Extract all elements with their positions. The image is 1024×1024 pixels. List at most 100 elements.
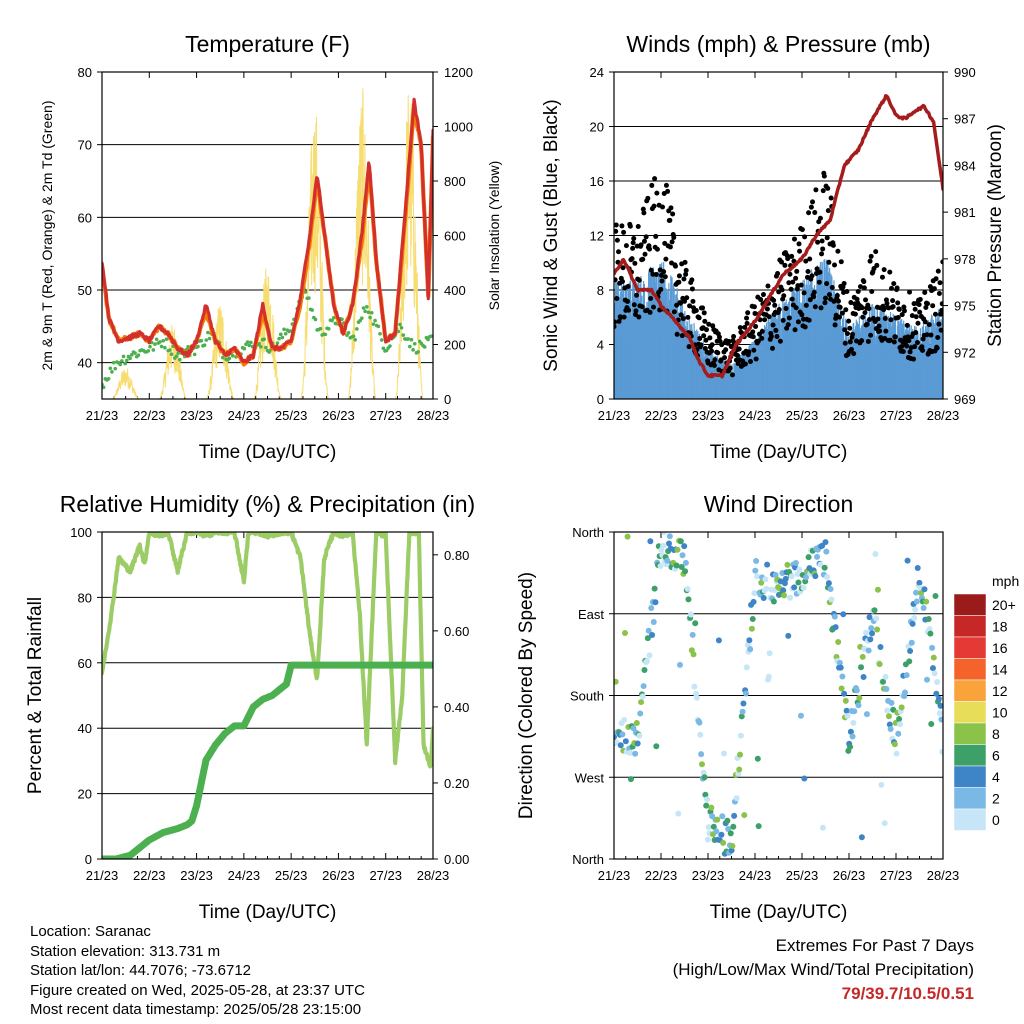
station-latlon: Station lat/lon: 44.7076; -73.6712 (30, 962, 252, 979)
gust-point (755, 338, 761, 344)
rh-line (102, 532, 433, 769)
dewpoint-point (365, 305, 369, 309)
dewpoint-point (283, 331, 288, 336)
panel-4: Wind Direction Time (Day/UTC) Direction (C… (516, 491, 1019, 923)
direction-point (677, 538, 684, 545)
gust-point (868, 253, 874, 259)
gust-point (648, 296, 654, 302)
gust-point (794, 268, 800, 274)
gust-point (917, 309, 923, 315)
gust-point (760, 292, 766, 298)
gust-point (814, 266, 820, 272)
gust-point (806, 317, 812, 323)
dewpoint-point (371, 322, 376, 326)
direction-point (850, 719, 857, 726)
gust-point (678, 312, 684, 318)
dewpoint-point (199, 338, 204, 343)
gust-point (686, 344, 692, 350)
gust-point (752, 310, 758, 316)
y2-axis-label: Solar Insolation (Yellow) (486, 161, 502, 311)
gust-point (846, 318, 852, 324)
gust-point (901, 304, 907, 310)
x-tick-label: 22/23 (133, 868, 166, 883)
y2-tick-label: 969 (954, 392, 976, 407)
gust-point (861, 279, 867, 285)
direction-point (675, 810, 682, 817)
direction-point (906, 658, 913, 665)
direction-point (614, 734, 617, 741)
gust-point (892, 334, 898, 340)
dewpoint-point (310, 308, 314, 312)
gust-point (938, 311, 943, 317)
gust-point (676, 273, 682, 279)
gust-point (813, 187, 819, 193)
gust-point (926, 322, 932, 328)
gust-point (895, 300, 901, 306)
gust-point (775, 270, 781, 276)
gust-point (661, 269, 667, 275)
gust-point (815, 239, 821, 245)
gust-point (920, 347, 926, 353)
y2-tick-label: 800 (444, 174, 466, 189)
gust-point (745, 310, 751, 316)
plot-border (613, 71, 944, 400)
gust-point (826, 292, 832, 298)
legend-swatch (953, 808, 987, 831)
direction-point (614, 678, 619, 685)
station-elevation: Station elevation: 313.731 m (30, 942, 221, 960)
gust-point (837, 314, 843, 320)
chart-title: Temperature (F) (185, 31, 350, 57)
direction-point (929, 665, 936, 672)
direction-point (803, 574, 810, 581)
gust-point (653, 233, 659, 239)
direction-point (740, 700, 747, 707)
gust-point (658, 286, 664, 292)
x-tick-label: 25/23 (275, 408, 308, 423)
gust-point (709, 348, 715, 354)
direction-point (920, 605, 927, 612)
direction-point (822, 539, 829, 546)
gust-point (799, 227, 805, 233)
y-tick-label: 60 (78, 210, 92, 225)
direction-point (858, 834, 865, 841)
chart-title: Wind Direction (704, 491, 854, 517)
legend-label: 6 (992, 748, 1000, 764)
direction-point (640, 683, 647, 690)
gust-point (665, 188, 671, 194)
gust-point (862, 310, 868, 316)
legend-swatch (953, 722, 987, 745)
gust-point (801, 290, 807, 296)
dewpoint-point (120, 359, 124, 363)
direction-point (880, 678, 887, 685)
direction-point (924, 676, 931, 683)
y2-tick-label: 0.20 (444, 776, 469, 791)
gust-point (855, 288, 861, 294)
x-axis-label: Time (Day/UTC) (199, 442, 337, 463)
gust-point (736, 346, 742, 352)
direction-point (772, 571, 779, 578)
gust-point (697, 335, 703, 341)
direction-point (792, 560, 799, 567)
gust-point (690, 298, 696, 304)
gust-point (811, 289, 817, 295)
gust-point (822, 300, 828, 306)
gust-point (830, 242, 836, 248)
dewpoint-point (146, 349, 151, 353)
gust-point (770, 322, 776, 328)
dewpoint-point (161, 338, 166, 343)
direction-point (825, 580, 832, 587)
gust-series (614, 170, 943, 378)
x-tick-label: 26/23 (833, 868, 866, 883)
x-tick-label: 21/23 (86, 408, 119, 423)
gust-point (809, 273, 815, 279)
gust-point (866, 306, 872, 312)
dewpoint-point (257, 341, 262, 346)
legend-swatch (953, 744, 987, 767)
legend-label: 8 (992, 726, 1000, 742)
gust-point (681, 276, 687, 282)
gust-point (765, 283, 771, 289)
gust-point (731, 333, 737, 339)
y-tick-label: 80 (78, 590, 92, 605)
dewpoint-point (346, 331, 351, 335)
gust-point (854, 296, 860, 302)
